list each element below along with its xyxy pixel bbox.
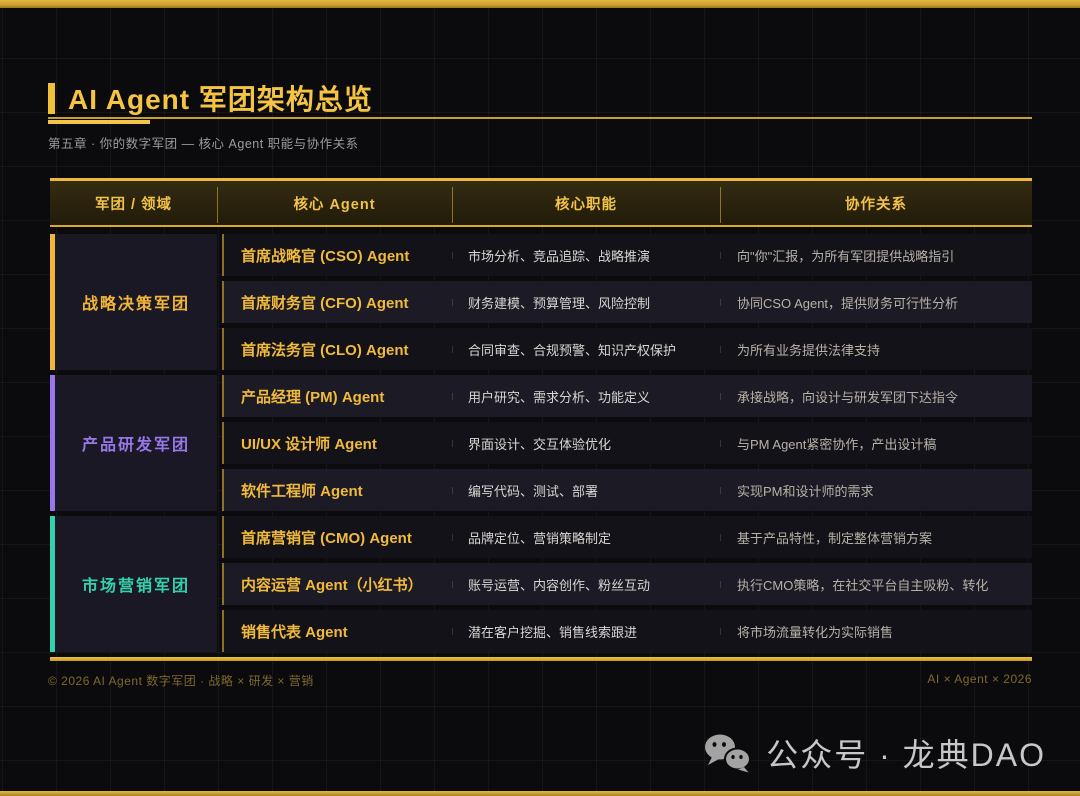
group-rows: 产品经理 (PM) Agent 用户研究、需求分析、功能定义 承接战略，向设计与… (222, 375, 1032, 511)
agent-name: 产品经理 (PM) Agent (241, 388, 385, 406)
agent-duty: 市场分析、竞品追踪、战略推演 (452, 246, 720, 265)
table-row: 内容运营 Agent（小红书） 账号运营、内容创作、粉丝互动 执行CMO策略，在… (222, 563, 1032, 605)
agent-name: 首席财务官 (CFO) Agent (241, 294, 409, 312)
agent-collab: 承接战略，向设计与研发军团下达指令 (720, 387, 1032, 406)
agent-duty: 界面设计、交互体验优化 (452, 434, 720, 453)
agent-table: 军团 / 领域 核心 Agent 核心职能 协作关系 战略决策军团 首席战略官 … (50, 178, 1032, 661)
wechat-branding: 公众号 · 龙典DAO (704, 730, 1046, 776)
table-row: 软件工程师 Agent 编写代码、测试、部署 实现PM和设计师的需求 (222, 469, 1032, 511)
top-gold-bar (0, 0, 1080, 8)
page-title: AI Agent 军团架构总览 (68, 84, 373, 115)
agent-collab: 协同CSO Agent，提供财务可行性分析 (720, 293, 1032, 312)
table-row: 首席战略官 (CSO) Agent 市场分析、竞品追踪、战略推演 向"你"汇报，… (222, 234, 1032, 276)
table-header-row: 军团 / 领域 核心 Agent 核心职能 协作关系 (50, 178, 1032, 227)
slide-footer: © 2026 AI Agent 数字军团 · 战略 × 研发 × 营销 AI ×… (48, 672, 1032, 689)
title-accent-bar (48, 82, 55, 114)
agent-duty: 账号运营、内容创作、粉丝互动 (452, 575, 720, 594)
title-underline (48, 117, 1032, 124)
table-row: 产品经理 (PM) Agent 用户研究、需求分析、功能定义 承接战略，向设计与… (222, 375, 1032, 417)
title-block: AI Agent 军团架构总览 (48, 78, 373, 118)
agent-duty: 合同审查、合规预警、知识产权保护 (452, 340, 720, 359)
footer-left: © 2026 AI Agent 数字军团 · 战略 × 研发 × 营销 (48, 674, 314, 688)
agent-duty: 编写代码、测试、部署 (452, 481, 720, 500)
table-body: 战略决策军团 首席战略官 (CSO) Agent 市场分析、竞品追踪、战略推演 … (50, 234, 1032, 652)
agent-collab: 为所有业务提供法律支持 (720, 340, 1032, 359)
col-header-collab: 协作关系 (720, 186, 1032, 223)
agent-name: 首席营销官 (CMO) Agent (241, 529, 412, 547)
page-subtitle: 第五章 · 你的数字军团 — 核心 Agent 职能与协作关系 (48, 137, 359, 151)
agent-duty: 品牌定位、营销策略制定 (452, 528, 720, 547)
title-underline-accent (48, 120, 150, 124)
group-rows: 首席营销官 (CMO) Agent 品牌定位、营销策略制定 基于产品特性，制定整… (222, 516, 1032, 652)
agent-name: 软件工程师 Agent (241, 482, 363, 500)
agent-collab: 实现PM和设计师的需求 (720, 481, 1032, 500)
table-row: 首席营销官 (CMO) Agent 品牌定位、营销策略制定 基于产品特性，制定整… (222, 516, 1032, 558)
group-label: 产品研发军团 (81, 437, 190, 454)
agent-name: 销售代表 Agent (241, 623, 348, 641)
agent-name: 首席法务官 (CLO) Agent (241, 341, 409, 359)
agent-collab: 将市场流量转化为实际销售 (720, 622, 1032, 641)
wechat-icon (705, 734, 752, 773)
group-marketing: 市场营销军团 首席营销官 (CMO) Agent 品牌定位、营销策略制定 基于产… (50, 516, 1032, 652)
agent-collab: 执行CMO策略，在社交平台自主吸粉、转化 (720, 575, 1032, 594)
agent-collab: 基于产品特性，制定整体营销方案 (720, 528, 1032, 547)
agent-duty: 潜在客户挖掘、销售线索跟进 (452, 622, 720, 641)
agent-duty: 用户研究、需求分析、功能定义 (452, 387, 720, 406)
agent-name: UI/UX 设计师 Agent (241, 435, 377, 453)
group-label: 战略决策军团 (81, 296, 190, 313)
group-rows: 首席战略官 (CSO) Agent 市场分析、竞品追踪、战略推演 向"你"汇报，… (222, 234, 1032, 370)
group-product: 产品研发军团 产品经理 (PM) Agent 用户研究、需求分析、功能定义 承接… (50, 375, 1032, 511)
wechat-account-label: 公众号 · 龙典DAO (766, 737, 1046, 773)
table-row: 销售代表 Agent 潜在客户挖掘、销售线索跟进 将市场流量转化为实际销售 (222, 610, 1032, 652)
group-label-cell: 战略决策军团 (50, 234, 217, 370)
agent-collab: 与PM Agent紧密协作，产出设计稿 (720, 434, 1032, 453)
agent-duty: 财务建模、预算管理、风险控制 (452, 293, 720, 312)
table-row: 首席财务官 (CFO) Agent 财务建模、预算管理、风险控制 协同CSO A… (222, 281, 1032, 323)
agent-collab: 向"你"汇报，为所有军团提供战略指引 (720, 246, 1032, 265)
group-strategy: 战略决策军团 首席战略官 (CSO) Agent 市场分析、竞品追踪、战略推演 … (50, 234, 1032, 370)
agent-name: 首席战略官 (CSO) Agent (241, 247, 410, 265)
table-bottom-border (50, 657, 1032, 661)
col-header-group: 军团 / 领域 (94, 196, 173, 213)
agent-name: 内容运营 Agent（小红书） (241, 576, 423, 594)
col-header-duty: 核心职能 (452, 186, 720, 223)
group-label-cell: 市场营销军团 (50, 516, 217, 652)
footer-right: AI × Agent × 2026 (927, 672, 1032, 686)
table-row: 首席法务官 (CLO) Agent 合同审查、合规预警、知识产权保护 为所有业务… (222, 328, 1032, 370)
group-label: 市场营销军团 (81, 578, 190, 595)
group-label-cell: 产品研发军团 (50, 375, 217, 511)
col-header-agent: 核心 Agent (217, 186, 452, 223)
table-row: UI/UX 设计师 Agent 界面设计、交互体验优化 与PM Agent紧密协… (222, 422, 1032, 464)
bottom-gold-bar (0, 791, 1080, 796)
